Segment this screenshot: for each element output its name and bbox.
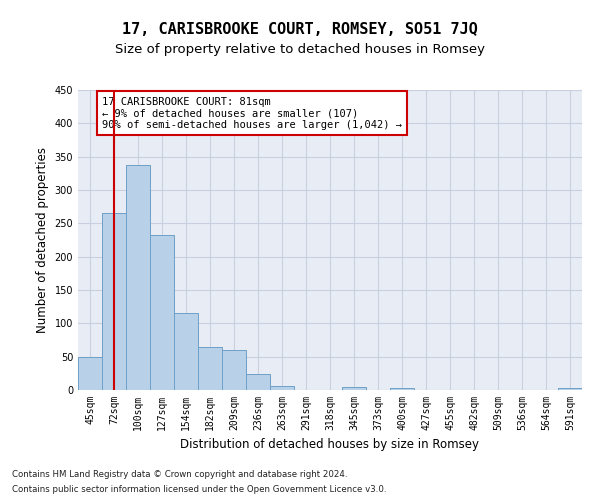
Bar bbox=[78, 356, 102, 390]
Bar bbox=[270, 386, 294, 390]
Bar bbox=[558, 388, 582, 390]
Bar bbox=[102, 214, 126, 390]
Bar bbox=[126, 164, 150, 390]
Y-axis label: Number of detached properties: Number of detached properties bbox=[36, 147, 49, 333]
Bar bbox=[246, 374, 270, 390]
Bar bbox=[222, 350, 246, 390]
Text: 17, CARISBROOKE COURT, ROMSEY, SO51 7JQ: 17, CARISBROOKE COURT, ROMSEY, SO51 7JQ bbox=[122, 22, 478, 38]
X-axis label: Distribution of detached houses by size in Romsey: Distribution of detached houses by size … bbox=[181, 438, 479, 452]
Text: 17 CARISBROOKE COURT: 81sqm
← 9% of detached houses are smaller (107)
90% of sem: 17 CARISBROOKE COURT: 81sqm ← 9% of deta… bbox=[102, 96, 402, 130]
Bar bbox=[150, 236, 174, 390]
Bar bbox=[390, 388, 414, 390]
Text: Size of property relative to detached houses in Romsey: Size of property relative to detached ho… bbox=[115, 42, 485, 56]
Text: Contains public sector information licensed under the Open Government Licence v3: Contains public sector information licen… bbox=[12, 485, 386, 494]
Bar bbox=[174, 314, 198, 390]
Text: Contains HM Land Registry data © Crown copyright and database right 2024.: Contains HM Land Registry data © Crown c… bbox=[12, 470, 347, 479]
Bar bbox=[198, 346, 222, 390]
Bar bbox=[342, 388, 366, 390]
